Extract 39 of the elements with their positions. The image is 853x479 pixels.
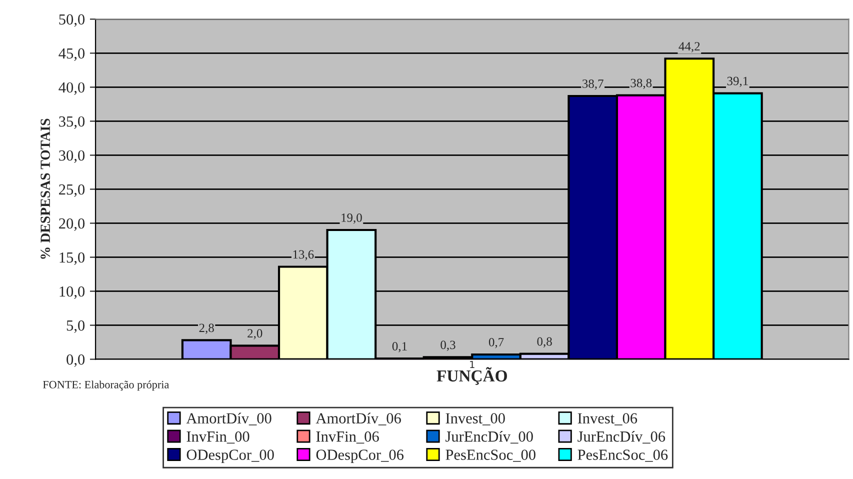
data-label: 0,3 bbox=[440, 340, 456, 351]
y-tick-label: 50,0 bbox=[59, 14, 85, 27]
data-label: 0,1 bbox=[392, 342, 407, 352]
x-tick-label: 1 bbox=[470, 360, 474, 368]
x-axis-title: FUNÇÃO bbox=[436, 367, 507, 385]
data-label: 38,8 bbox=[630, 78, 652, 90]
legend-label: Invest_06 bbox=[578, 413, 638, 426]
legend-label: Invest_00 bbox=[446, 413, 505, 426]
legend-label: AmortDív_06 bbox=[316, 412, 401, 426]
data-label: 2,8 bbox=[199, 324, 214, 334]
y-tick-label: 40,0 bbox=[58, 82, 85, 95]
data-label: 44,2 bbox=[678, 42, 700, 52]
y-tick-label: 20,0 bbox=[59, 218, 85, 231]
legend-label: AmortDív_00 bbox=[186, 412, 272, 426]
y-tick-label: 0,0 bbox=[66, 354, 85, 367]
data-label: 13,6 bbox=[293, 250, 314, 260]
y-tick-label: 10,0 bbox=[60, 286, 85, 299]
data-label: 38,7 bbox=[582, 79, 604, 90]
legend-label: InvFin_06 bbox=[316, 431, 379, 444]
legend-label: PesEncSoc_00 bbox=[446, 450, 536, 462]
legend-label: JurEncDív_00 bbox=[446, 430, 533, 444]
y-axis-title: % DESPESAS TOTAIS bbox=[40, 118, 50, 259]
legend-label: ODespCor_06 bbox=[316, 450, 404, 464]
legend-label: ODespCor_00 bbox=[186, 450, 274, 464]
data-label: 0,8 bbox=[537, 337, 552, 348]
legend-label: InvFin_00 bbox=[186, 431, 250, 444]
data-label: 0,7 bbox=[488, 338, 504, 348]
legend-label: PesEncSoc_06 bbox=[578, 450, 668, 462]
data-label: 39,1 bbox=[727, 76, 748, 88]
data-label: 2,0 bbox=[248, 329, 262, 340]
legend-label: JurEncDív_06 bbox=[578, 430, 666, 444]
y-tick-label: 45,0 bbox=[58, 48, 85, 61]
y-tick-label: 25,0 bbox=[59, 184, 85, 197]
source-note: FONTE: Elaboração própria bbox=[42, 380, 169, 391]
data-label: 19,0 bbox=[342, 213, 362, 224]
y-tick-label: 5,0 bbox=[66, 320, 85, 333]
y-tick-label: 35,0 bbox=[59, 116, 85, 129]
y-tick-label: 30,0 bbox=[59, 150, 85, 163]
y-tick-label: 15,0 bbox=[60, 252, 85, 265]
